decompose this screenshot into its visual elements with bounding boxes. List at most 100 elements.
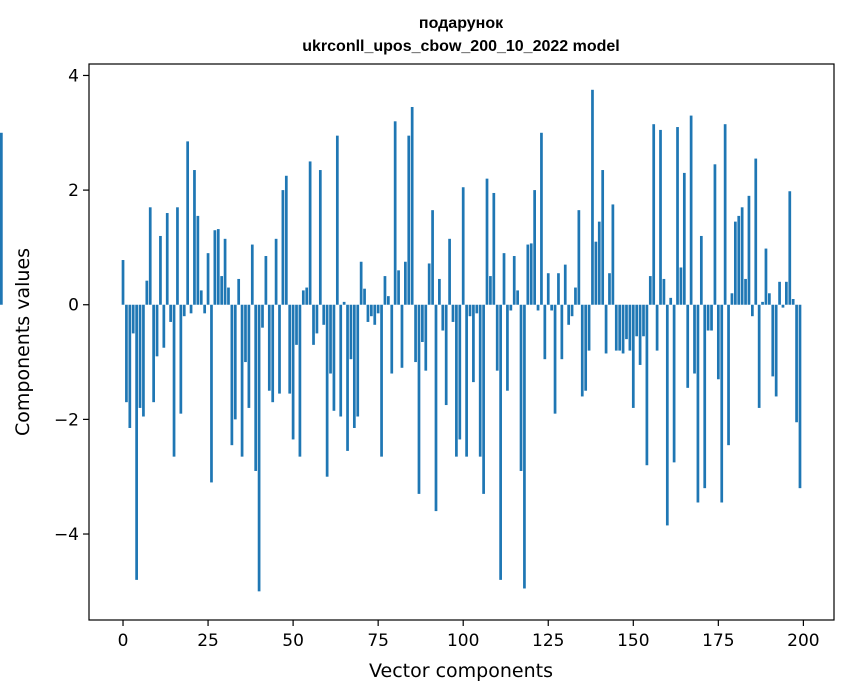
bar (723, 124, 727, 305)
bar (227, 287, 230, 305)
bar (604, 304, 608, 354)
bar (475, 304, 479, 314)
bar (635, 304, 639, 337)
y-tick-label: −4 (54, 525, 79, 545)
bar (424, 304, 428, 371)
bar (193, 170, 196, 305)
bar (441, 304, 445, 331)
bar (662, 278, 666, 305)
bar (448, 238, 451, 305)
bar (383, 276, 387, 305)
bar (665, 304, 669, 526)
bar (557, 273, 560, 305)
bar (434, 304, 438, 512)
bars-group (0, 89, 802, 592)
bar (312, 304, 315, 345)
bar (757, 304, 761, 408)
bar (322, 304, 326, 325)
bar (519, 304, 523, 471)
bar (349, 304, 353, 360)
bar (625, 304, 628, 340)
bar (264, 256, 268, 305)
bar (295, 304, 298, 345)
bar (512, 256, 516, 305)
bar (492, 192, 496, 305)
chart-title: подарунок (419, 15, 504, 32)
bar (703, 304, 707, 489)
bar (369, 304, 373, 317)
bar (421, 304, 424, 342)
x-tick-label: 100 (447, 631, 479, 651)
bar (417, 304, 421, 494)
bar (550, 304, 554, 311)
bar (727, 304, 730, 446)
bar (182, 304, 186, 317)
bar (335, 135, 339, 305)
bar (768, 293, 771, 305)
bar (795, 304, 798, 423)
bar (781, 304, 785, 308)
bar (567, 304, 571, 325)
bar (203, 304, 207, 314)
bar (135, 304, 138, 580)
bar (608, 273, 611, 305)
bar (281, 190, 285, 305)
bar (689, 115, 693, 305)
bar (142, 304, 145, 417)
bar (407, 135, 411, 305)
bar (318, 170, 322, 305)
bar (121, 260, 125, 305)
bar (145, 280, 149, 305)
bar (536, 304, 540, 311)
bar (754, 158, 758, 305)
bar (410, 106, 414, 305)
bar (0, 132, 3, 305)
y-tick-label: 4 (68, 66, 79, 86)
bar (233, 304, 237, 420)
bar (533, 190, 536, 305)
bar (546, 273, 550, 305)
bar (179, 304, 183, 414)
x-tick-label: 125 (532, 631, 564, 651)
bar (254, 304, 258, 471)
bar (713, 164, 717, 305)
bar (244, 304, 247, 363)
bar (393, 121, 397, 305)
bar (771, 304, 775, 377)
bar (706, 304, 710, 331)
bar (414, 304, 417, 363)
bar (655, 304, 659, 351)
y-axis-label: Components values (12, 248, 34, 436)
bar (618, 304, 622, 351)
bar (778, 281, 781, 305)
bar (710, 304, 713, 331)
bar (315, 304, 319, 334)
bar (594, 241, 598, 305)
bar (288, 304, 292, 394)
bar (751, 304, 754, 317)
bar (298, 304, 302, 457)
bar (210, 304, 213, 483)
y-tick-label: 0 (68, 296, 79, 316)
bar (189, 304, 193, 314)
bar (230, 304, 234, 446)
bar (560, 304, 564, 360)
bar (250, 244, 254, 305)
bar (621, 304, 625, 354)
bar (764, 248, 768, 305)
bar (305, 287, 309, 305)
bar (482, 304, 485, 494)
bar (152, 304, 155, 403)
bar (148, 207, 152, 305)
bar (699, 235, 703, 305)
bar (400, 304, 404, 368)
bar (516, 290, 519, 305)
plot-frame (88, 63, 835, 621)
bar (240, 304, 244, 457)
bar (346, 304, 349, 451)
bar (485, 178, 489, 305)
bar (614, 304, 618, 351)
bar (366, 304, 370, 322)
bar (363, 288, 366, 305)
bar (529, 243, 533, 305)
